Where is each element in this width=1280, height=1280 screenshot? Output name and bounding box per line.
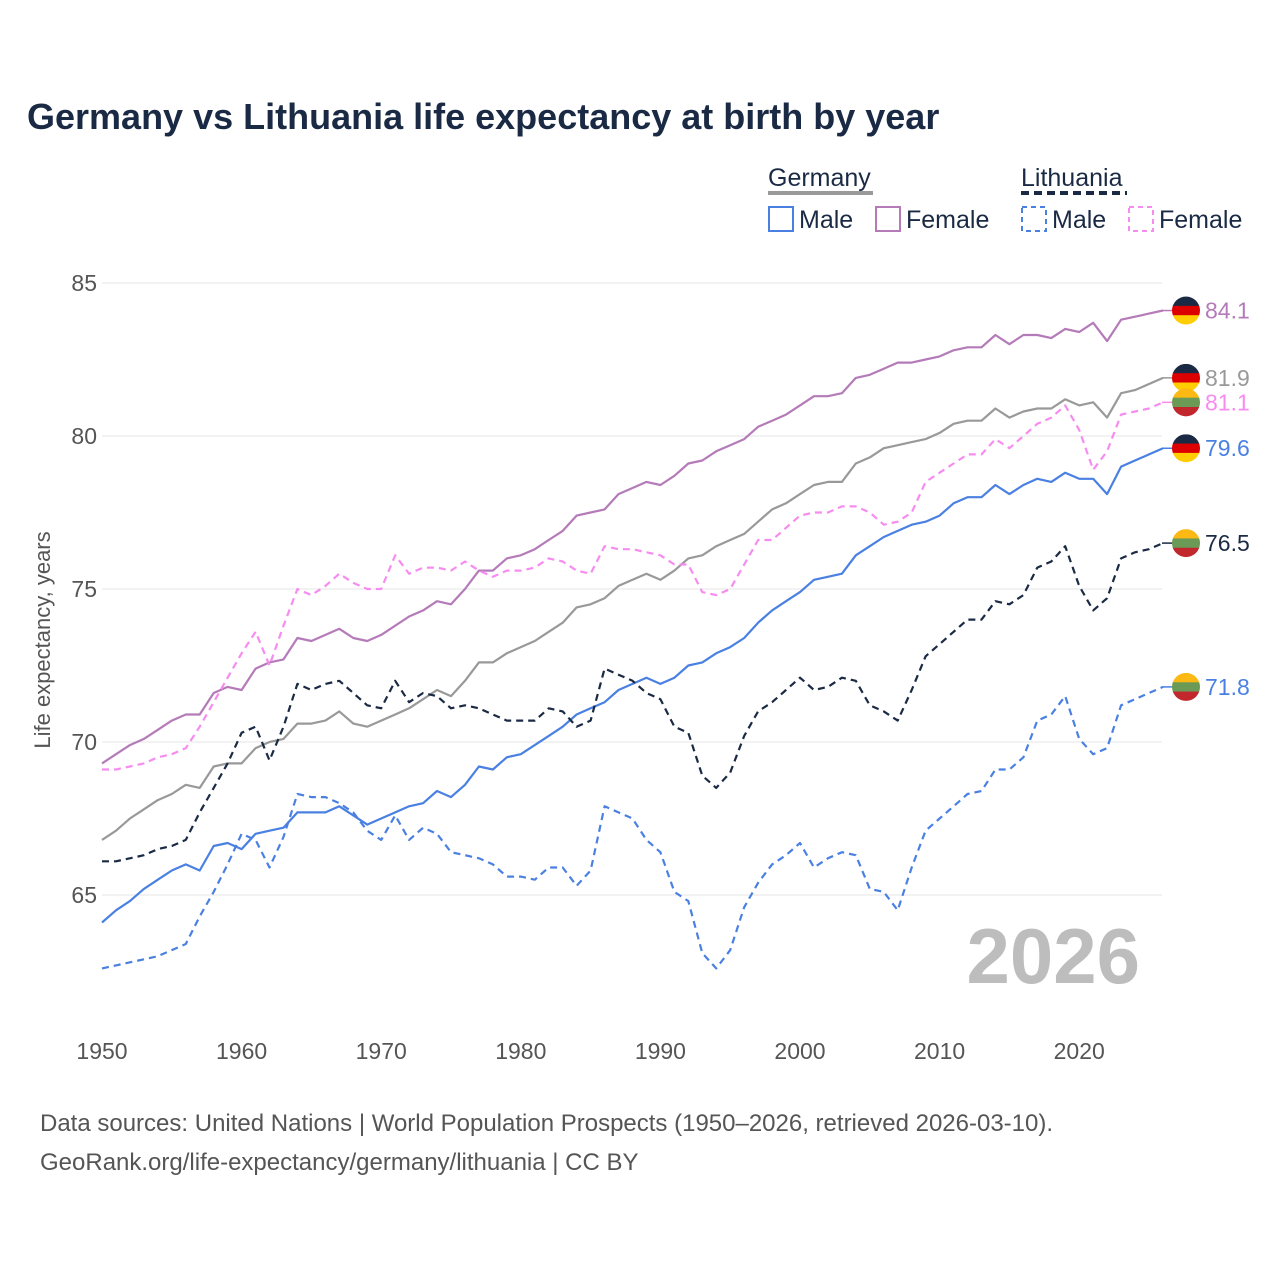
y-tick-label: 75 bbox=[71, 576, 97, 602]
legend-germany-female-label: Female bbox=[906, 206, 989, 234]
legend-lithuania-female-swatch bbox=[1128, 206, 1154, 232]
y-axis: 65 70 75 80 85 bbox=[71, 270, 97, 908]
end-value-label: 79.6 bbox=[1205, 435, 1250, 461]
series-line-lithuania-female bbox=[102, 401, 1164, 771]
legend-lithuania-female-label: Female bbox=[1159, 206, 1242, 234]
grid bbox=[102, 282, 1162, 896]
end-value-label: 84.1 bbox=[1205, 298, 1250, 324]
end-value-label: 76.5 bbox=[1205, 530, 1250, 556]
series-line-germany-total bbox=[101, 376, 1164, 841]
germany-flag-icon bbox=[1172, 434, 1200, 463]
end-value-label: 81.1 bbox=[1205, 389, 1250, 415]
y-axis-label: Life expectancy, years bbox=[30, 531, 55, 748]
x-tick-label: 1950 bbox=[76, 1038, 127, 1064]
legend-lithuania-male-label: Male bbox=[1052, 206, 1106, 234]
source-line-1: Data sources: United Nations | World Pop… bbox=[40, 1110, 1053, 1137]
legend-lithuania-male-swatch bbox=[1021, 206, 1047, 232]
series-lines bbox=[101, 309, 1164, 970]
series-line-germany-male bbox=[101, 447, 1164, 924]
lithuania-flag-icon bbox=[1172, 672, 1200, 701]
x-tick-label: 1990 bbox=[635, 1038, 686, 1064]
lithuania-flag-icon bbox=[1172, 529, 1200, 558]
germany-flag-icon bbox=[1172, 296, 1200, 325]
series-line-lithuania-total bbox=[102, 542, 1164, 863]
x-tick-label: 1970 bbox=[356, 1038, 407, 1064]
x-tick-label: 1980 bbox=[495, 1038, 546, 1064]
x-tick-label: 1960 bbox=[216, 1038, 267, 1064]
legend-germany-male-label: Male bbox=[799, 206, 853, 234]
x-tick-label: 2000 bbox=[774, 1038, 825, 1064]
x-tick-label: 2010 bbox=[914, 1038, 965, 1064]
x-tick-label: 2020 bbox=[1054, 1038, 1105, 1064]
series-line-germany-female bbox=[101, 309, 1164, 765]
legend-germany-label: Germany bbox=[768, 164, 871, 192]
legend-germany-male-swatch bbox=[768, 206, 794, 232]
year-watermark: 2026 bbox=[966, 912, 1140, 1000]
series-line-lithuania-male bbox=[101, 685, 1164, 970]
y-tick-label: 80 bbox=[71, 423, 97, 449]
y-tick-label: 70 bbox=[71, 729, 97, 755]
lithuania-flag-icon bbox=[1172, 388, 1200, 417]
y-tick-label: 85 bbox=[71, 270, 97, 296]
source-line-2: GeoRank.org/life-expectancy/germany/lith… bbox=[40, 1149, 639, 1176]
end-value-label: 81.9 bbox=[1205, 365, 1250, 391]
chart-title: Germany vs Lithuania life expectancy at … bbox=[27, 96, 939, 137]
legend-lithuania-label: Lithuania bbox=[1021, 164, 1123, 192]
end-labels: 84.1 81.981.1 79.6 76.5 71.8 bbox=[1162, 296, 1250, 701]
end-value-label: 71.8 bbox=[1205, 674, 1250, 700]
legend-germany-female-swatch bbox=[875, 206, 901, 232]
x-axis: 1950 1960 1970 1980 1990 2000 2010 2020 bbox=[76, 1038, 1104, 1064]
legend: Germany Male Female Lithuania Male Femal… bbox=[768, 164, 1242, 234]
germany-flag-icon bbox=[1172, 363, 1200, 392]
y-tick-label: 65 bbox=[71, 882, 97, 908]
